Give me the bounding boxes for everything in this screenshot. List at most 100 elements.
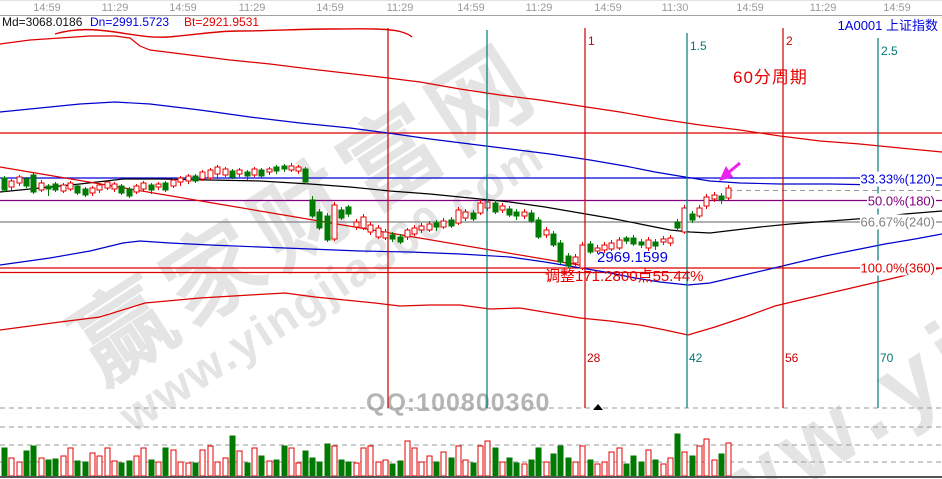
candle-body bbox=[52, 183, 59, 191]
volume-bar bbox=[104, 447, 111, 477]
volume-bar bbox=[30, 445, 37, 477]
candle-body bbox=[192, 175, 199, 182]
candle-body bbox=[499, 205, 506, 211]
volume-bar bbox=[360, 447, 367, 477]
candle-body bbox=[681, 207, 688, 233]
timeline-label: 11:30 bbox=[661, 2, 689, 14]
upper-envelope-line bbox=[0, 35, 942, 153]
candle-body bbox=[579, 244, 586, 269]
volume-bar bbox=[82, 461, 89, 477]
volume-bar bbox=[397, 460, 404, 477]
bt-value: Bt=2921.9531 bbox=[184, 15, 260, 29]
candle-body bbox=[148, 184, 155, 191]
timeline-label: 11:29 bbox=[238, 2, 266, 14]
dn-value: Dn=2991.5723 bbox=[90, 15, 170, 29]
volume-bar bbox=[711, 459, 718, 477]
candle-body bbox=[550, 233, 557, 246]
candle-body bbox=[316, 211, 323, 229]
candle-body bbox=[696, 207, 703, 217]
candle-body bbox=[448, 219, 455, 227]
timeline-label: 11:29 bbox=[386, 2, 414, 14]
candle-body bbox=[207, 169, 214, 179]
volume-bar bbox=[492, 447, 499, 477]
volume-bar bbox=[177, 461, 184, 477]
volume-bar bbox=[448, 457, 455, 477]
volume-bar bbox=[418, 461, 425, 477]
candle-body bbox=[587, 243, 594, 253]
volume-bar bbox=[111, 460, 118, 477]
candle-body bbox=[455, 209, 462, 224]
candle-body bbox=[521, 211, 528, 217]
timeline-label: 14:59 bbox=[883, 2, 911, 14]
timeline-label: 14:59 bbox=[457, 2, 485, 14]
volume-bar bbox=[67, 447, 74, 477]
volume-bar bbox=[652, 459, 659, 477]
candle-body bbox=[288, 165, 295, 171]
volume-bar bbox=[506, 457, 513, 477]
volume-bar bbox=[331, 445, 338, 477]
volume-bar bbox=[440, 451, 447, 477]
volume-bar bbox=[470, 462, 477, 477]
volume-bar bbox=[16, 461, 23, 477]
lower-envelope-line bbox=[0, 267, 942, 336]
volume-bar bbox=[616, 447, 623, 477]
volume-bar bbox=[324, 443, 331, 477]
candle-body bbox=[8, 180, 15, 188]
volume-bar bbox=[309, 457, 316, 477]
candle-body bbox=[30, 174, 37, 193]
volume-bar bbox=[433, 461, 440, 477]
volume-bar bbox=[229, 435, 236, 477]
candle-body bbox=[652, 241, 659, 247]
volume-bar bbox=[594, 463, 601, 477]
candle-body bbox=[513, 211, 520, 217]
candle-body bbox=[616, 239, 623, 249]
volume-bar bbox=[185, 462, 192, 477]
candle-body bbox=[273, 166, 280, 172]
candle-body bbox=[338, 209, 345, 219]
candle-body bbox=[302, 168, 309, 183]
candle-body bbox=[426, 223, 433, 231]
volume-bar bbox=[266, 460, 273, 477]
volume-bar bbox=[295, 462, 302, 477]
volume-bar bbox=[222, 457, 229, 477]
md-value: Md=3068.0186 bbox=[2, 15, 83, 29]
volume-bar bbox=[345, 461, 352, 477]
volume-bar bbox=[207, 445, 214, 477]
volume-bar bbox=[192, 462, 199, 477]
volume-bar bbox=[155, 461, 162, 477]
candle-body bbox=[660, 238, 667, 243]
volume-bar bbox=[455, 445, 462, 477]
volume-bar bbox=[126, 460, 133, 477]
candle-body bbox=[667, 237, 674, 244]
candle-body bbox=[258, 169, 265, 177]
candle-body bbox=[528, 212, 535, 222]
volume-bar bbox=[273, 459, 280, 477]
volume-bar bbox=[244, 462, 251, 477]
candle-body bbox=[367, 224, 374, 233]
volume-bar bbox=[389, 463, 396, 477]
volume-bar bbox=[462, 459, 469, 477]
candle-body bbox=[126, 188, 133, 197]
candle-body bbox=[630, 237, 637, 245]
volume-bar bbox=[572, 461, 579, 477]
candle-body bbox=[462, 211, 469, 219]
candle-body bbox=[535, 219, 542, 238]
volume-bar bbox=[52, 458, 59, 477]
squiggle-underline bbox=[54, 28, 413, 38]
volume-bar bbox=[199, 449, 206, 477]
candle-body bbox=[45, 185, 52, 190]
volume-bar bbox=[302, 450, 309, 477]
timeline-label: 14:59 bbox=[169, 2, 197, 14]
volume-bar bbox=[236, 450, 243, 477]
volume-bar bbox=[162, 447, 169, 477]
candle-body bbox=[185, 175, 192, 182]
candle-body bbox=[397, 236, 404, 243]
timeline-label: 11:29 bbox=[101, 2, 129, 14]
volume-bar bbox=[660, 463, 667, 477]
timeline-bar[interactable]: 14:59 11:29 14:59 11:29 14:59 11:29 14:59 11:29… bbox=[0, 0, 942, 16]
timeline-label: 14:59 bbox=[33, 2, 61, 14]
trend-arrow-icon bbox=[719, 166, 733, 181]
candle-body bbox=[111, 183, 118, 190]
volume-bar bbox=[140, 447, 147, 477]
